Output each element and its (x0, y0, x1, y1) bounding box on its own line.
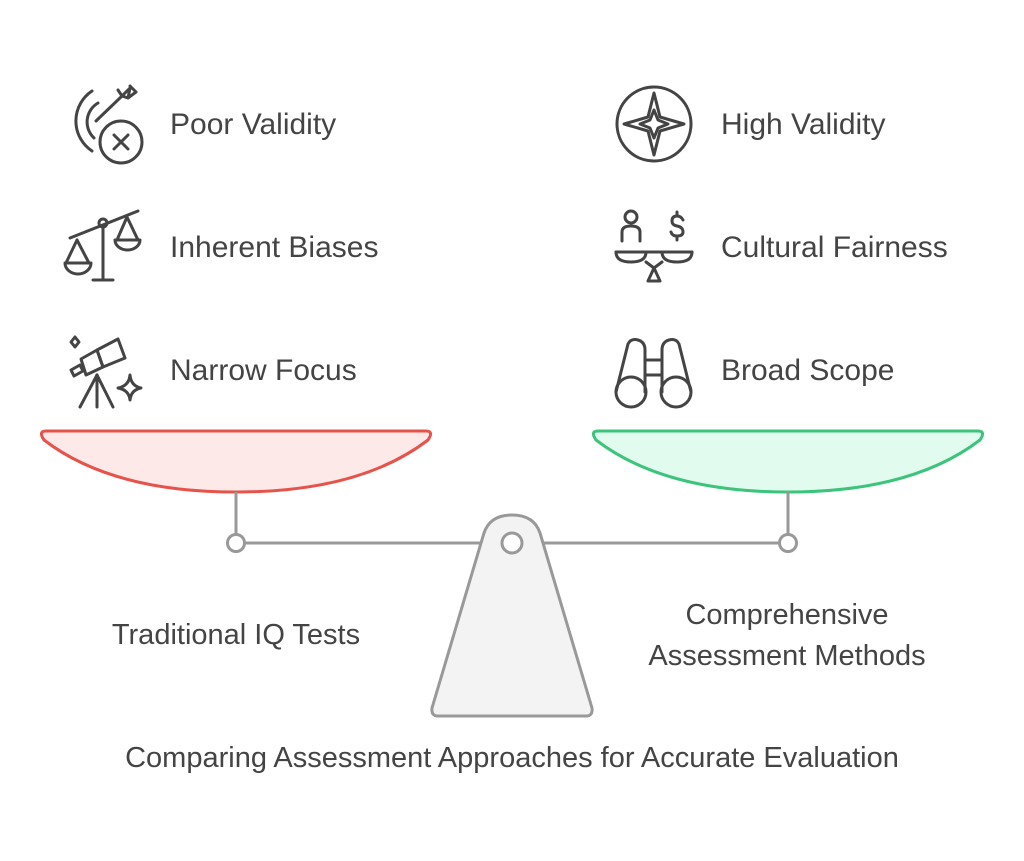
left-item-label: Inherent Biases (170, 231, 378, 264)
right-joint (778, 533, 798, 553)
right-side-label-line2: Assessment Methods (648, 640, 925, 672)
left-item-label: Poor Validity (170, 108, 336, 141)
diagram-title: Comparing Assessment Approaches for Accu… (125, 742, 899, 774)
left-side-label: Traditional IQ Tests (112, 619, 360, 651)
binoculars-icon (614, 338, 693, 409)
compass-icon (615, 85, 693, 163)
fulcrum-pivot (500, 531, 524, 555)
balance-person-dollar-icon (614, 209, 694, 283)
right-side-label-line1: Comprehensive (685, 599, 888, 631)
left-joint (226, 533, 246, 553)
target-x-icon (74, 84, 144, 165)
right-item-label: Cultural Fairness (721, 231, 948, 264)
right-pan (591, 429, 985, 494)
fulcrum (430, 513, 594, 718)
left-pan (39, 429, 433, 494)
tilted-scale-icon (63, 209, 142, 282)
telescope-icon (69, 335, 143, 409)
left-item-label: Narrow Focus (170, 354, 357, 387)
right-item-label: High Validity (721, 108, 886, 141)
right-item-label: Broad Scope (721, 354, 894, 387)
